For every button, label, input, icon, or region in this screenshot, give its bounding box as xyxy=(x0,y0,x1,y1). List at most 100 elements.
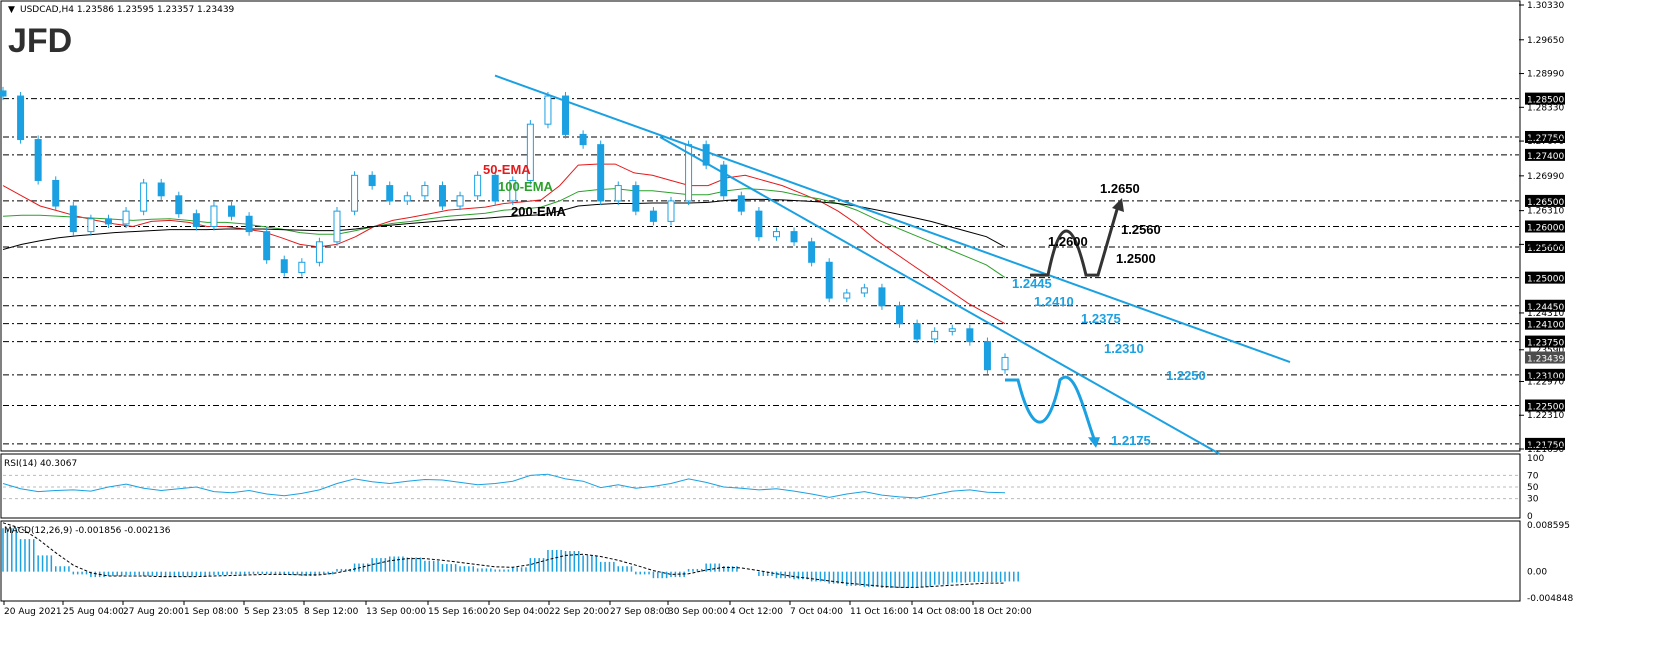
date-tick-label: 27 Sep 08:00 xyxy=(610,607,670,617)
macd-indicator: 0.008595 0.00 -0.004848 xyxy=(2,521,1573,604)
rsi-label: RSI(14) 40.3067 xyxy=(4,459,77,469)
bar-body xyxy=(755,210,763,238)
level-tag-1.25000: 1.25000 xyxy=(1527,275,1564,285)
level-tag-1.28500: 1.28500 xyxy=(1527,96,1564,106)
bear-label-1.2445: 1.2445 xyxy=(1012,276,1052,291)
bar-body xyxy=(491,174,499,202)
level-tag-bg-1.25600 xyxy=(1525,240,1565,253)
bear-label-1.2175: 1.2175 xyxy=(1111,433,1151,448)
price-tick-label: 1.24310 xyxy=(1527,309,1564,319)
bar-body xyxy=(702,144,710,166)
bar-body xyxy=(579,133,587,146)
trendlines xyxy=(494,74,1291,455)
bull-scenario-path xyxy=(1030,205,1120,277)
macd-label: MACD(12,26,9) -0.001856 -0.002136 xyxy=(4,526,171,536)
series-50-EMA xyxy=(2,163,1006,325)
scenario-paths xyxy=(1005,198,1124,448)
bar-body xyxy=(772,231,780,238)
bar-body xyxy=(913,323,921,340)
bear-label-1.2250: 1.2250 xyxy=(1166,368,1206,383)
chart-header-marker: ▼ xyxy=(8,5,15,15)
price-tick-label: 1.26310 xyxy=(1527,207,1564,217)
level-tag-bg-1.27400 xyxy=(1525,148,1565,161)
bar-body xyxy=(544,95,552,125)
bar-body xyxy=(210,205,218,227)
bar-body xyxy=(87,218,95,233)
level-tag-1.27400: 1.27400 xyxy=(1527,152,1564,162)
level-tag-bg-1.21750 xyxy=(1525,437,1565,450)
bar-body xyxy=(896,305,904,325)
bar-body xyxy=(421,185,429,197)
ema-label-50-EMA: 50-EMA xyxy=(483,162,531,177)
bear-label-1.2310: 1.2310 xyxy=(1104,341,1144,356)
rsi-panel xyxy=(0,453,1521,519)
level-tag-bg-1.24450 xyxy=(1525,299,1565,312)
rsi-tick-70: 70 xyxy=(1527,471,1539,481)
rsi-indicator: 100 70 50 30 0 xyxy=(2,454,1544,522)
bear-scenario-path xyxy=(1005,375,1097,442)
bar-body xyxy=(667,200,675,222)
price-tick-label: 1.26990 xyxy=(1527,172,1564,182)
rsi-tick-30: 30 xyxy=(1527,495,1539,505)
date-tick-label: 20 Sep 04:00 xyxy=(489,607,549,617)
level-tag-1.27750: 1.27750 xyxy=(1527,134,1564,144)
date-tick-label: 25 Aug 04:00 xyxy=(63,607,124,617)
bar-body xyxy=(192,213,200,227)
date-tick-label: 5 Sep 23:05 xyxy=(244,607,298,617)
ema-label-100-EMA: 100-EMA xyxy=(498,179,554,194)
bar-body xyxy=(614,185,622,202)
macd-panel xyxy=(0,520,1521,602)
rsi-tick-0: 0 xyxy=(1527,512,1533,522)
bar-body xyxy=(315,241,323,263)
price-tick-label: 1.27670 xyxy=(1527,137,1564,147)
bar-body xyxy=(140,182,148,212)
bar-body xyxy=(333,210,341,243)
bar-body xyxy=(351,174,359,212)
bar-body xyxy=(52,179,60,207)
bar-body xyxy=(263,231,271,261)
bull-label-1.2560: 1.2560 xyxy=(1121,222,1161,237)
price-tick-label: 1.21650 xyxy=(1527,445,1564,455)
level-tag-bg-1.25000 xyxy=(1525,271,1565,284)
bar-body xyxy=(790,231,798,243)
bar-body xyxy=(597,144,605,202)
bear-arrow-head xyxy=(1088,437,1100,448)
rsi-tick-50: 50 xyxy=(1527,483,1539,493)
bar-body xyxy=(69,205,77,233)
price-tick-label: 1.22970 xyxy=(1527,377,1564,387)
level-tag-bg-1.23750 xyxy=(1525,335,1565,348)
level-tag-bg-1.24100 xyxy=(1525,317,1565,330)
date-axis: 20 Aug 2021 25 Aug 04:00 27 Aug 20:00 1 Sep… xyxy=(3,601,1032,617)
bar-body xyxy=(298,261,306,274)
symbol-ohlc-label: USDCAD,H4 1.23586 1.23595 1.23357 1.2343… xyxy=(20,5,235,15)
date-tick-label: 4 Oct 12:00 xyxy=(730,607,783,617)
level-tag-1.25600: 1.25600 xyxy=(1527,244,1564,254)
bar-body xyxy=(368,174,376,187)
date-tick-label: 20 Aug 2021 xyxy=(4,607,62,617)
price-tick-label: 1.22310 xyxy=(1527,411,1564,421)
series-200-EMA xyxy=(2,198,1006,250)
bull-label-1.2500: 1.2500 xyxy=(1116,251,1156,266)
date-tick-label: 8 Sep 12:00 xyxy=(304,607,359,617)
ema-lines xyxy=(2,163,1006,325)
bar-body xyxy=(720,164,728,197)
price-tick-label: 1.30330 xyxy=(1527,1,1564,11)
macd-tick-0.00: 0.00 xyxy=(1527,568,1547,578)
macd-tick--0.004848: -0.004848 xyxy=(1527,594,1573,604)
level-tag-1.21750: 1.21750 xyxy=(1527,441,1564,451)
level-tag-bg-1.27750 xyxy=(1525,130,1565,143)
bar-body xyxy=(843,292,851,299)
rsi-line xyxy=(2,473,1006,499)
date-tick-label: 14 Oct 08:00 xyxy=(912,607,971,617)
bar-body xyxy=(0,90,7,97)
level-tag-bg-1.22500 xyxy=(1525,399,1565,412)
date-tick-label: 11 Oct 16:00 xyxy=(850,607,909,617)
date-tick-label: 13 Sep 00:00 xyxy=(366,607,426,617)
price-tick-label: 1.28330 xyxy=(1527,103,1564,113)
bar-body xyxy=(509,179,517,202)
bar-body xyxy=(632,185,640,212)
bull-arrow-head xyxy=(1112,198,1124,213)
price-axis: 1.30330 1.29650 1.28990 1.28330 1.27670 1.269… xyxy=(1519,1,1565,455)
macd-signal-line xyxy=(2,522,1005,588)
